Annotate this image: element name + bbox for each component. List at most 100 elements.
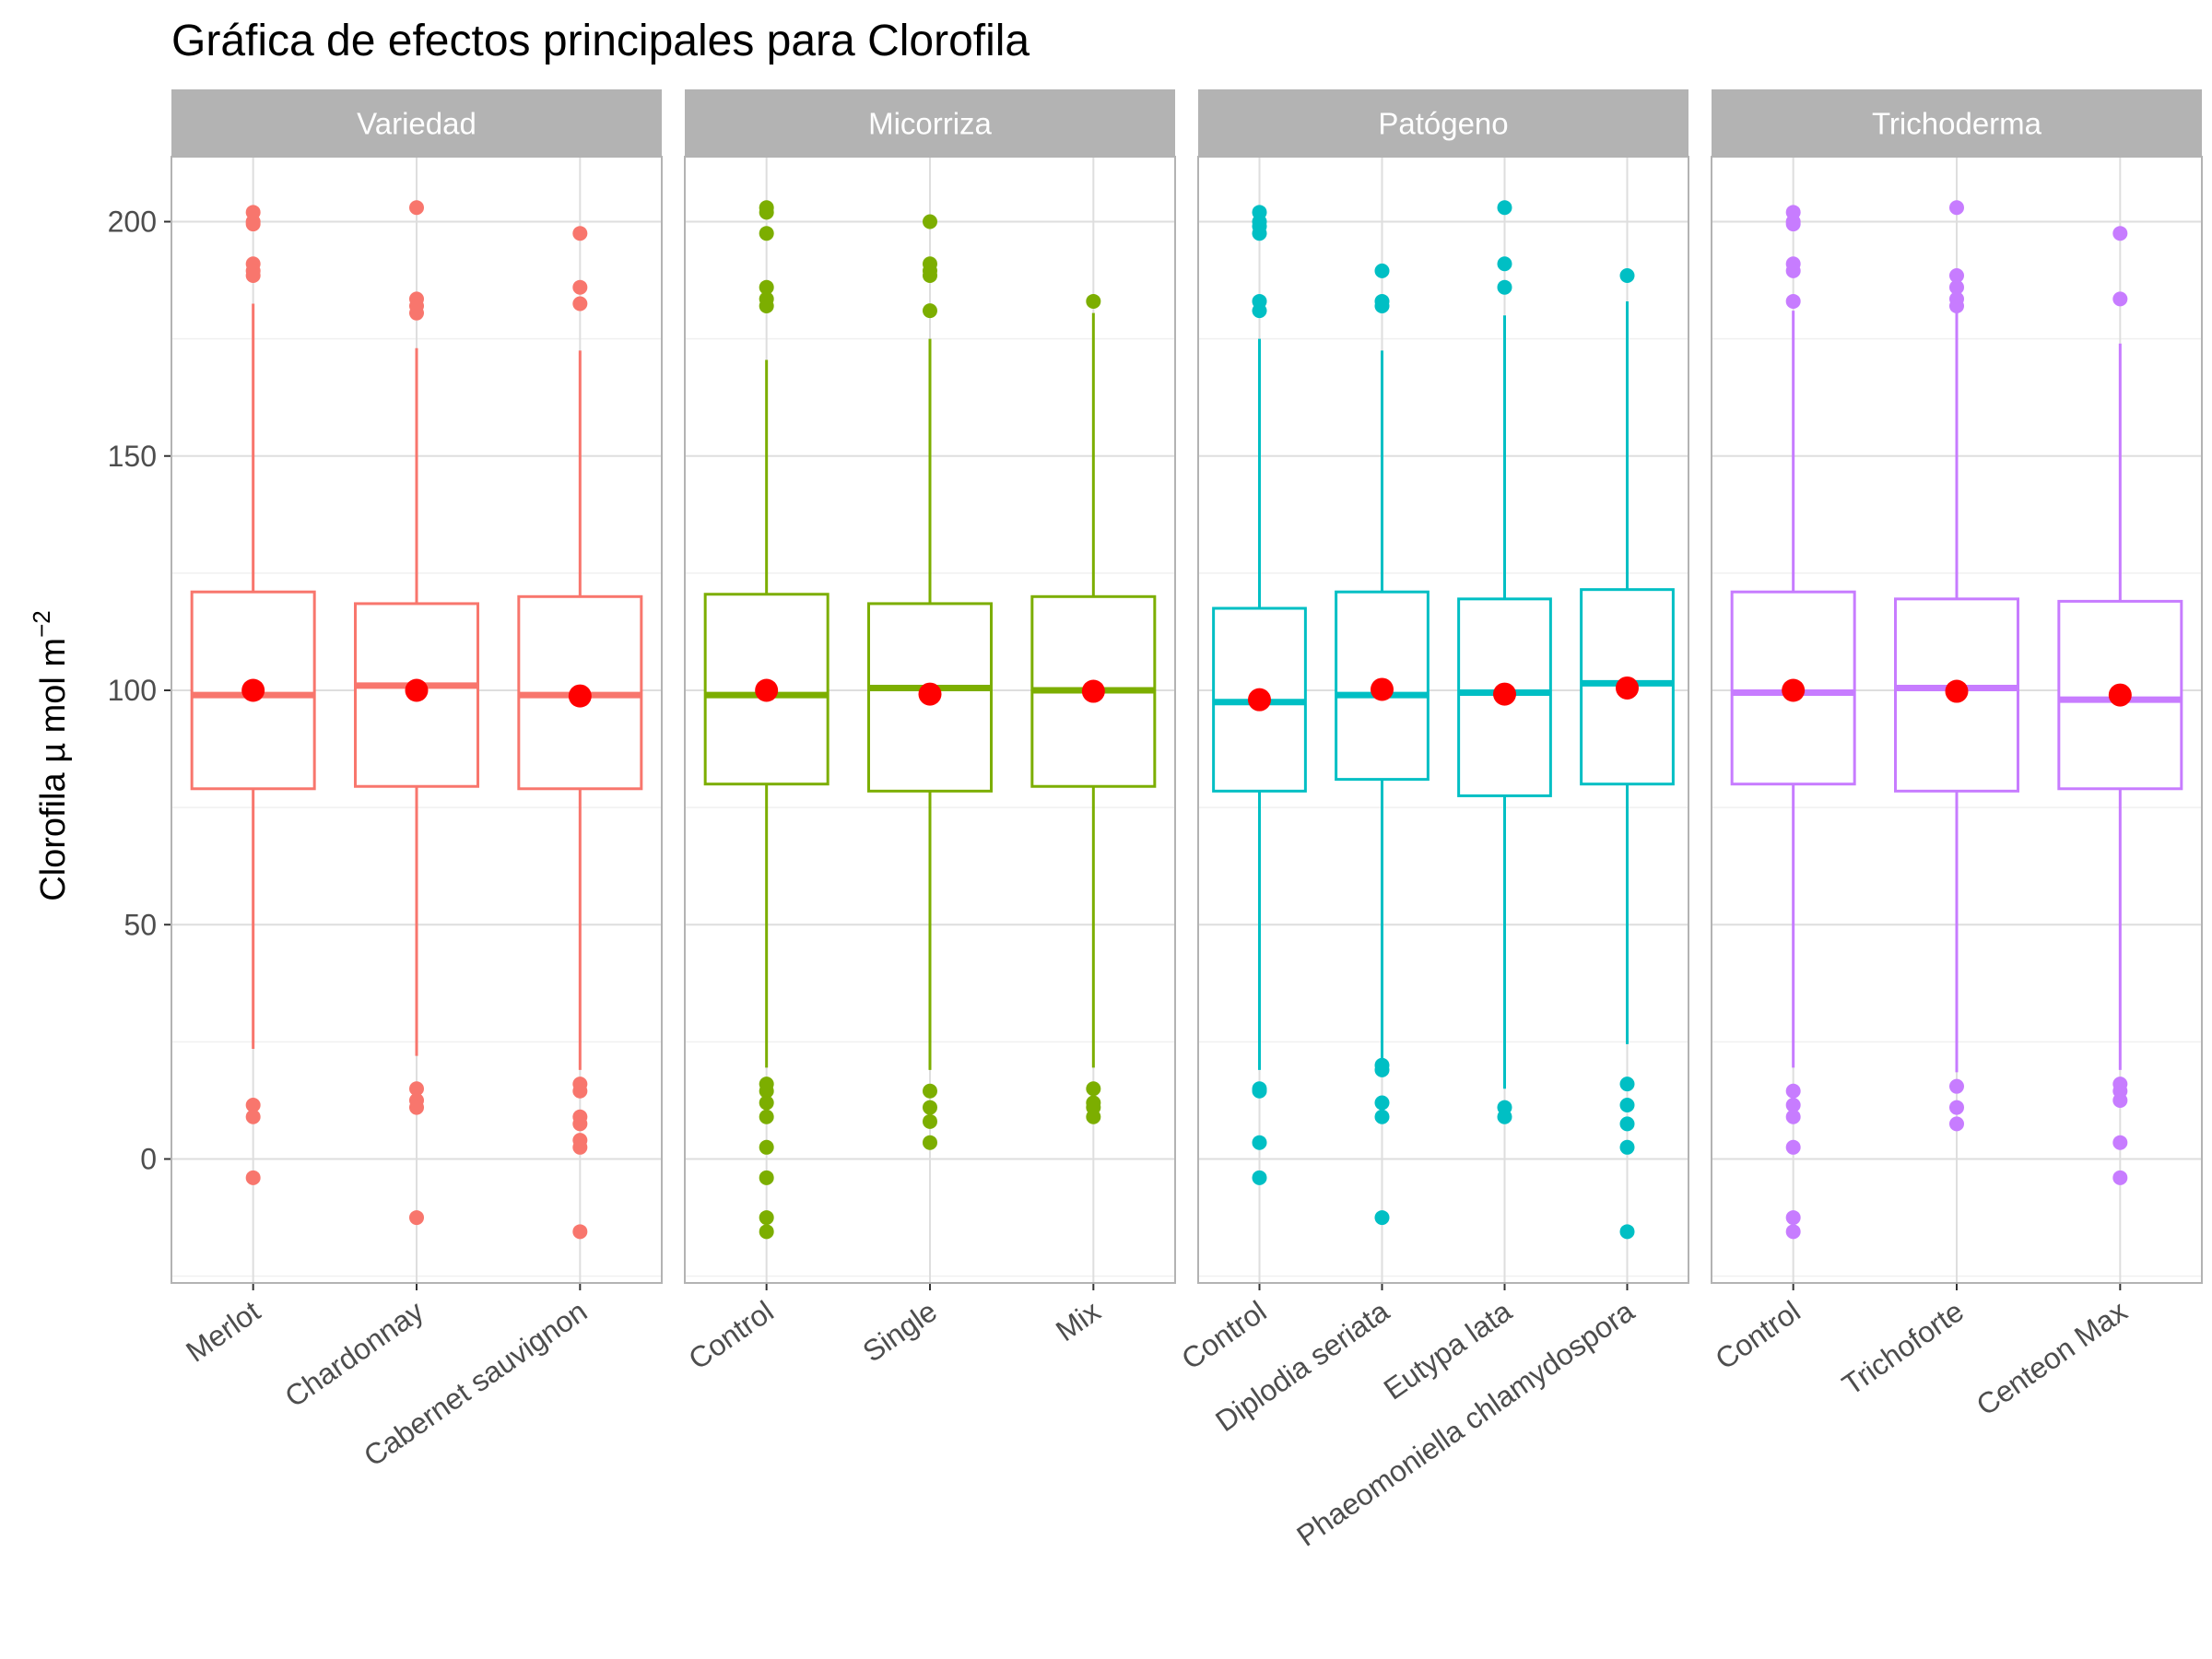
outlier-point [923,1100,937,1115]
outlier-point [572,296,588,312]
box-group [2057,226,2183,1185]
mean-point [2108,683,2132,707]
outlier-point [409,1100,424,1115]
outlier-point [759,1224,774,1240]
box-group [867,214,993,1150]
outlier-point [1497,1109,1512,1124]
facet-strip [1198,89,1688,157]
box-group [1030,293,1157,1124]
facet-strip-label: Micorriza [868,107,992,141]
x-tick-label: Control [1710,1294,1806,1376]
y-tick-label: 100 [108,674,157,707]
outlier-point [2112,1170,2128,1185]
outlier-point [1785,263,1801,278]
y-axis-label-main: Clorofila µ mol m [34,638,73,901]
outlier-point [1785,1109,1801,1124]
outlier-point [1785,1210,1801,1226]
x-tick-label: Chardonnay [279,1294,429,1413]
outlier-point [759,205,774,220]
outlier-point [1086,1081,1101,1097]
mean-point [918,682,942,706]
outlier-point [245,1170,261,1185]
outlier-point [245,1098,261,1113]
mean-point [568,684,592,708]
outlier-point [1619,1098,1635,1113]
outlier-point [1785,1224,1801,1240]
x-tick-label: Trichoforte [1836,1294,1970,1402]
outlier-point [1252,1170,1267,1185]
outlier-point [1374,1210,1390,1226]
box-group [1730,205,1856,1240]
y-axis-label-exponent: −2 [28,610,55,638]
outlier-point [1086,293,1101,309]
outlier-point [1619,1077,1635,1092]
mean-point [1616,676,1639,700]
box-group [1580,267,1675,1240]
outlier-point [409,1210,424,1226]
outlier-point [1252,1135,1267,1150]
facet-panel-micorriza: Micorriza Control Single Mix [683,89,1176,1376]
outlier-point [923,1113,937,1129]
outlier-point [245,267,261,283]
x-tick-label: Mix [1050,1294,1106,1347]
outlier-point [923,214,937,229]
outlier-point [1619,1116,1635,1132]
outlier-point [759,299,774,314]
chart-title: Gráfica de efectos principales para Clor… [171,17,1030,65]
panel-border [171,156,663,1284]
outlier-point [1374,263,1390,278]
mean-point [1371,677,1394,701]
panel-border [1711,156,2203,1284]
outlier-point [1949,1116,1964,1132]
outlier-point [923,303,937,319]
outlier-point [1619,267,1635,283]
y-axis-label: Clorofila µ mol m−2 [28,610,73,901]
facet-strip-label: Patógeno [1378,107,1508,141]
outlier-point [1619,1139,1635,1155]
outlier-point [409,200,424,216]
outlier-point [1497,200,1512,216]
facet-strip [685,89,1175,157]
outlier-point [1785,1083,1801,1099]
outlier-point [759,226,774,241]
outlier-point [1374,1109,1390,1124]
outlier-point [1949,267,1964,283]
mean-point [755,678,779,702]
outlier-point [759,1139,774,1155]
facet-strip-label: Trichoderma [1872,107,2042,141]
box-group [1335,263,1430,1226]
box-group [1212,205,1307,1185]
panel-border [684,156,1176,1284]
mean-point [1248,688,1271,712]
panel-border [1197,156,1689,1284]
outlier-point [1785,217,1801,232]
mean-point [1493,682,1516,706]
outlier-point [2112,1092,2128,1108]
outlier-point [923,1135,937,1150]
outlier-point [572,279,588,295]
outlier-point [572,226,588,241]
mean-point [405,678,429,702]
outlier-point [572,1116,588,1132]
x-tick-label: Control [683,1294,780,1376]
outlier-point [1785,1098,1801,1113]
facet-strip-label: Variedad [357,107,477,141]
outlier-point [759,1083,774,1099]
outlier-point [1374,1095,1390,1111]
y-tick-label: 0 [140,1143,157,1176]
outlier-point [2112,226,2128,241]
x-tick-label: Centeon Max [1971,1294,2134,1422]
y-axis-ticks: 0 50 100 150 200 [108,206,171,1176]
outlier-point [1086,1109,1101,1124]
outlier-point [1497,256,1512,272]
box-group [190,205,316,1185]
outlier-point [1374,1062,1390,1077]
outlier-point [1949,279,1964,295]
outlier-point [759,1170,774,1185]
outlier-point [1949,1100,1964,1115]
outlier-point [1252,226,1267,241]
mean-point [241,678,265,702]
outlier-point [923,267,937,283]
